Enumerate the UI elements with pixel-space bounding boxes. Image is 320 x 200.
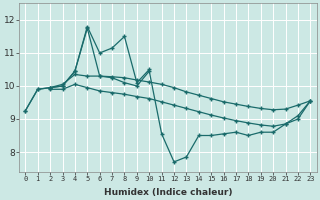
X-axis label: Humidex (Indice chaleur): Humidex (Indice chaleur): [104, 188, 232, 197]
